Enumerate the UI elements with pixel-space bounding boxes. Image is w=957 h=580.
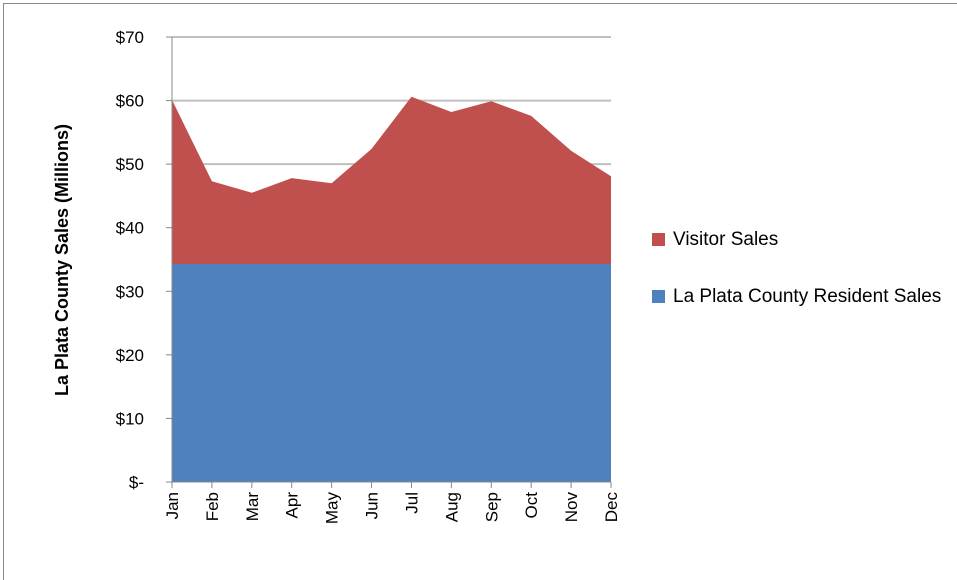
- legend-label: La Plata County Resident Sales: [673, 286, 942, 307]
- x-tick-label: Dec: [602, 492, 621, 523]
- chart-border: [3, 3, 957, 580]
- legend-item: Visitor Sales: [652, 226, 947, 253]
- y-tick-label: $70: [116, 28, 144, 47]
- y-tick-label: $20: [116, 346, 144, 365]
- x-tick-label: Oct: [522, 492, 541, 519]
- y-tick-label: $50: [116, 155, 144, 174]
- x-tick-label: Mar: [243, 492, 262, 522]
- x-tick-label: Feb: [203, 492, 222, 521]
- y-tick-label: $40: [116, 219, 144, 238]
- y-axis-title: La Plata County Sales (Millions): [52, 124, 72, 396]
- x-tick-label: Nov: [562, 492, 581, 523]
- area: [172, 263, 611, 482]
- y-tick-label: $-: [129, 473, 144, 492]
- y-tick-label: $30: [116, 282, 144, 301]
- x-tick-label: Jul: [402, 492, 421, 514]
- x-tick-label: Jan: [163, 492, 182, 519]
- x-tick-label: Aug: [442, 492, 461, 522]
- x-tick-label: May: [323, 492, 342, 525]
- y-tick-label: $10: [116, 409, 144, 428]
- x-tick-label: Apr: [283, 492, 302, 519]
- legend-swatch: [652, 290, 665, 303]
- x-tick-label: Sep: [482, 492, 501, 522]
- area: [172, 96, 611, 264]
- legend-item: La Plata County Resident Sales: [652, 283, 947, 310]
- legend-label: Visitor Sales: [673, 229, 779, 250]
- legend-swatch: [652, 233, 665, 246]
- y-tick-label: $60: [116, 92, 144, 111]
- legend: Visitor Sales La Plata County Resident Sa…: [652, 226, 947, 340]
- x-tick-label: Jun: [363, 492, 382, 519]
